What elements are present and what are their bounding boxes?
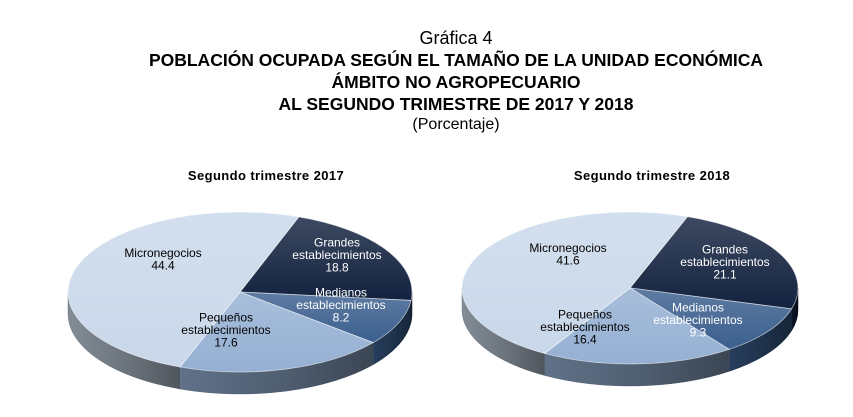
slice-label-pequenos: Pequeños establecimientos 16.4: [540, 308, 629, 347]
title-line-2: ÁMBITO NO AGROPECUARIO: [331, 72, 581, 92]
slice-label-micronegocios: Micronegocios 41.6: [529, 241, 606, 268]
pie-chart-2017: Segundo trimestre 2017 Grandes establecimi…: [67, 168, 413, 395]
pie-chart-2018: Segundo trimestre 2018 Grandes establecimi…: [461, 168, 799, 387]
chart-title: Segundo trimestre 2018: [574, 168, 730, 183]
slice-label-micronegocios: Micronegocios 44.4: [124, 246, 201, 273]
chart-header: Gráfica 4 POBLACIÓN OCUPADA SEGÚN EL TAM…: [0, 28, 853, 135]
title-line-3: AL SEGUNDO TRIMESTRE DE 2017 Y 2018: [278, 94, 634, 114]
unit-label: (Porcentaje): [412, 116, 500, 133]
chart-title: Segundo trimestre 2017: [188, 168, 344, 183]
slice-label-grandes: Grandes establecimientos 18.8: [292, 236, 381, 275]
slice-label-medianos: Medianos establecimientos 8.2: [296, 286, 385, 325]
slice-label-grandes: Grandes establecimientos 21.1: [680, 243, 769, 282]
slice-label-pequenos: Pequeños establecimientos 17.6: [181, 311, 270, 350]
title-line-1: POBLACIÓN OCUPADA SEGÚN EL TAMAÑO DE LA …: [148, 50, 764, 70]
figure-label: Gráfica 4: [419, 28, 493, 48]
slice-label-medianos: Medianos establecimientos 9.3: [653, 301, 742, 340]
